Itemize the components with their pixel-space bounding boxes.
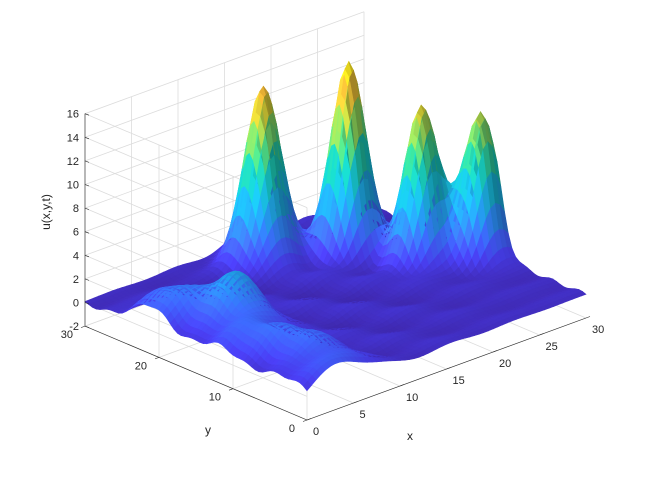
y-tick-mark [302,419,308,422]
y-tick-mark [228,388,234,391]
x-tick-label: 25 [546,341,558,353]
y-tick-mark [80,325,86,328]
x-tick-label: 5 [360,409,366,421]
z-tick-mark [84,302,90,305]
y-tick-mark [154,357,160,360]
surface-mesh [84,60,587,392]
z-tick-label: 8 [73,203,79,215]
y-axis-label: y [205,423,211,437]
x-tick-mark [492,350,498,353]
axes-box [80,113,591,422]
x-tick-mark [353,401,358,404]
x-tick-label: 20 [499,358,511,370]
y-tick-label: 30 [61,329,73,341]
z-tick-label: 4 [73,250,79,262]
x-tick-mark [306,418,312,421]
z-tick-label: 14 [67,132,79,144]
z-tick-label: -2 [69,321,79,333]
surface-patch [577,291,587,297]
z-tick-label: 12 [67,156,79,168]
z-tick-mark [84,184,90,187]
z-tick-label: 10 [67,180,79,192]
y-tick-label: 0 [289,423,295,435]
x-axis-label: x [407,429,413,443]
z-tick-mark [84,160,90,163]
z-tick-label: 2 [73,274,79,286]
x-tick-label: 10 [406,392,418,404]
x-tick-mark [539,333,544,336]
z-tick-label: 16 [67,109,79,121]
z-tick-mark [84,278,90,281]
z-tick-mark [84,325,90,328]
x-tick-label: 15 [453,375,465,387]
z-tick-label: 6 [73,227,79,239]
y-tick-label: 20 [135,360,147,372]
x-tick-mark [446,367,451,370]
y-tick-label: 10 [209,392,221,404]
x-tick-mark [399,384,405,387]
z-tick-mark [84,113,90,116]
y-axis-line [84,325,308,421]
x-tick-label: 0 [313,426,319,438]
z-tick-mark [84,137,90,140]
z-axis-label: u(x,y,t) [39,194,53,230]
z-tick-label: 0 [73,298,79,310]
z-tick-mark [84,231,90,234]
z-tick-mark [84,255,90,258]
z-tick-mark [84,207,90,210]
x-tick-mark [585,316,591,319]
x-tick-label: 30 [592,324,604,336]
